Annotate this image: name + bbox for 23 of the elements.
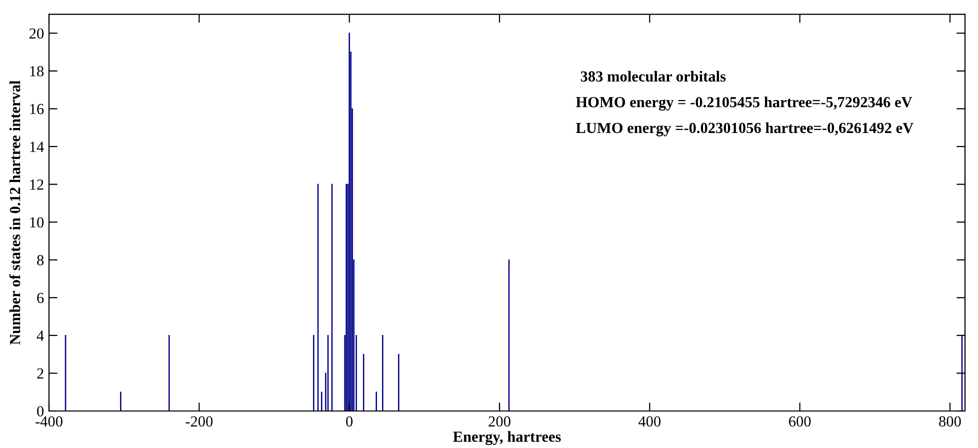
- annotation: LUMO energy =-0.02301056 hartree=-0,6261492 eV: [576, 122, 914, 136]
- x-tick-label: 600: [789, 416, 811, 427]
- y-tick-label: 2: [37, 368, 44, 379]
- y-tick-label: 4: [36, 330, 44, 341]
- y-tick-label: 0: [37, 406, 44, 416]
- x-tick-label: 800: [939, 416, 961, 427]
- y-tick-label: 10: [30, 217, 44, 228]
- y-tick-label: 12: [30, 180, 44, 190]
- y-tick-label: 18: [30, 66, 44, 76]
- y-tick-label: 8: [37, 255, 44, 266]
- x-tick-label: 400: [638, 416, 661, 427]
- x-tick-label: -200: [186, 416, 213, 427]
- annotation: 383 molecular orbitals: [580, 70, 726, 82]
- y-tick-label: 6: [37, 292, 44, 304]
- y-tick-label: 20: [30, 28, 44, 39]
- x-axis-title: Energy, hartrees: [453, 431, 561, 446]
- x-tick-label: 0: [346, 416, 353, 427]
- x-tick-label: 200: [488, 416, 510, 427]
- annotation: HOMO energy = -0.2105455 hartree=-5,7292346 eV: [576, 96, 912, 111]
- x-tick-label: -400: [36, 416, 62, 427]
- y-axis-title: Number of states in 0.12 hartree interval: [9, 80, 20, 345]
- y-tick-label: 14: [30, 142, 44, 152]
- y-tick-label: 16: [30, 104, 44, 114]
